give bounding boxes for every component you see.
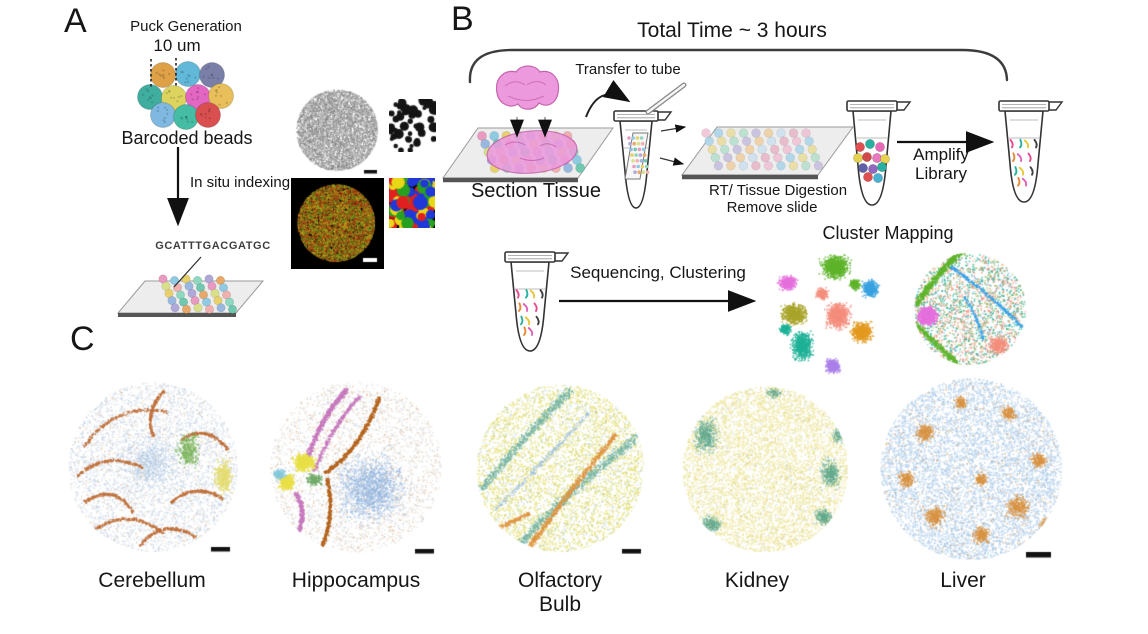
total-time-bracket — [468, 48, 1009, 84]
brain-section — [495, 65, 560, 110]
tissue-label-olfactory: Olfactory — [517, 569, 603, 592]
in-situ-indexing-label: In situ indexing — [190, 174, 291, 191]
tube-strands — [998, 100, 1064, 203]
barcoded-beads-label: Barcoded beads — [121, 128, 253, 148]
liver-puck-image — [878, 376, 1064, 562]
puck-generation-label: Puck Generation — [130, 18, 242, 35]
beads-after-digestion — [701, 128, 824, 171]
transfer-arrow — [585, 80, 631, 118]
tissue-label-hippocampus: Hippocampus — [291, 569, 421, 592]
hippocampus-puck-image — [268, 379, 444, 555]
barcode-sequence-label: GCATTTGACGATGC — [155, 240, 271, 252]
transfer-to-tube-label: Transfer to tube — [575, 61, 681, 78]
gray-puck-image — [294, 84, 382, 176]
tissue-label-liver: Liver — [940, 569, 986, 592]
pipette-tip — [645, 82, 687, 115]
barcode-pointer-line — [173, 256, 202, 288]
tsne-cluster-plot — [766, 247, 898, 383]
remove-slide-label: Remove slide — [726, 199, 818, 216]
cluster-mapping-label: Cluster Mapping — [822, 223, 954, 243]
microcentrifuge-tubes — [504, 100, 1064, 352]
panel-c-label: C — [70, 320, 95, 358]
tissue-label-kidney: Kidney — [724, 569, 790, 592]
panel-b-label: B — [451, 0, 474, 38]
tube-out-arrow-top — [660, 124, 687, 133]
rt-digestion-label: RT/ Tissue Digestion — [708, 182, 848, 199]
kidney-puck-image — [680, 384, 850, 554]
barcoded-bead-cluster — [137, 61, 234, 130]
beads-on-puck-slide — [158, 274, 238, 314]
panel-a-label: A — [64, 2, 87, 40]
tissue-on-slide — [486, 130, 578, 174]
tube-beads — [846, 100, 912, 206]
tissue-label-olfactory-line2: Bulb — [538, 593, 582, 616]
tube-slide — [613, 110, 673, 209]
section-tissue-label: Section Tissue — [470, 180, 602, 202]
cerebellum-puck-image — [66, 380, 240, 554]
bead-size-label: 10 um — [153, 36, 201, 55]
mapped-cluster-puck — [908, 246, 1032, 372]
tissue-on-beads — [477, 130, 586, 174]
bead-segmentation-inset — [389, 178, 435, 228]
fluorescent-puck-image — [291, 178, 384, 269]
tube-strands — [504, 251, 570, 352]
amplify-label: Amplify — [913, 145, 969, 164]
library-label: Library — [915, 164, 967, 183]
sequencing-clustering-label: Sequencing, Clustering — [570, 263, 746, 282]
olfactory-bulb-puck-image — [474, 382, 646, 554]
tube-out-arrow-bottom — [659, 157, 685, 166]
tissue-label-cerebellum: Cerebellum — [98, 569, 206, 592]
total-time-label: Total Time ~ 3 hours — [637, 19, 827, 42]
bead-mask-inset — [389, 99, 436, 152]
